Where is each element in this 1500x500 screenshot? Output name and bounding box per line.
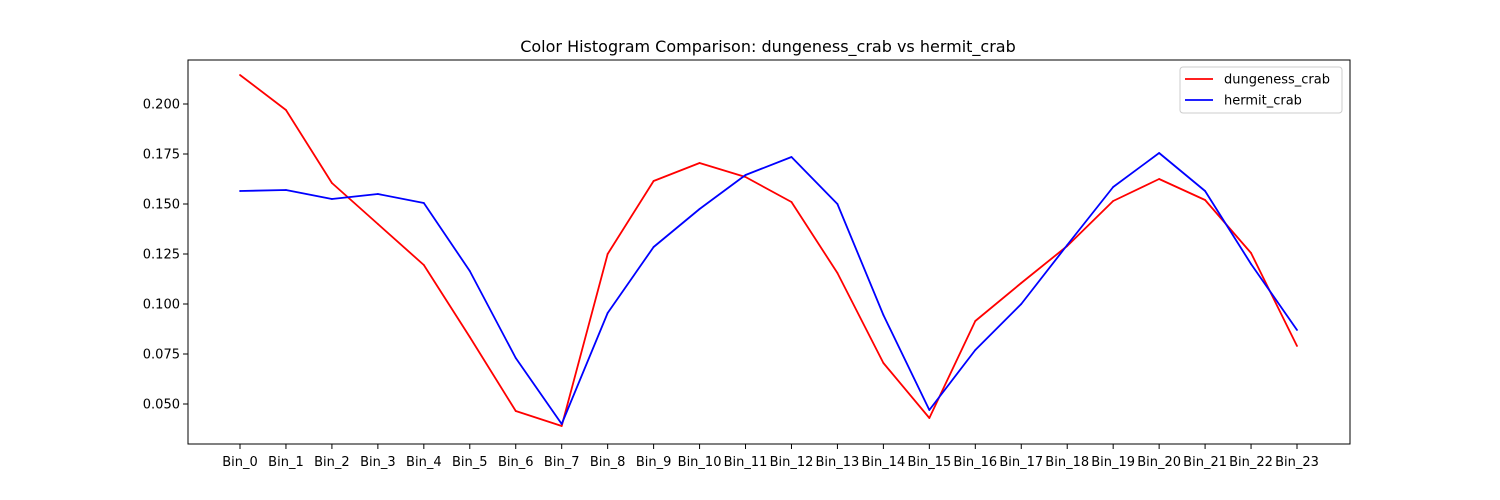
data-point: [422, 264, 425, 266]
data-point: [1296, 329, 1298, 331]
data-point: [790, 156, 793, 158]
x-tick-label: Bin_12: [770, 455, 814, 470]
plot-area-frame: [187, 59, 1351, 445]
x-tick-label: Bin_21: [1183, 455, 1227, 470]
data-point: [744, 176, 747, 178]
data-point: [1066, 244, 1069, 246]
x-tick-label: Bin_2: [314, 455, 350, 470]
data-point: [1112, 200, 1115, 202]
x-tick-label: Bin_4: [406, 455, 442, 470]
data-point: [331, 182, 333, 184]
data-point: [882, 362, 885, 364]
data-point: [560, 423, 563, 425]
data-point: [928, 409, 931, 411]
x-tick-label: Bin_10: [678, 455, 722, 470]
data-point: [1250, 252, 1252, 254]
x-tick-label: Bin_23: [1275, 455, 1319, 470]
data-point: [652, 180, 655, 182]
y-tick-label: 0.050: [143, 398, 180, 413]
data-point: [376, 193, 379, 195]
y-tick-label: 0.175: [143, 148, 180, 163]
data-point: [882, 314, 885, 316]
data-point: [560, 425, 563, 427]
x-tick-label: Bin_13: [816, 455, 860, 470]
data-point: [331, 198, 333, 200]
legend-box: [1179, 66, 1343, 114]
data-point: [974, 320, 977, 322]
x-tick-label: Bin_14: [861, 455, 905, 470]
x-tick-label: Bin_8: [590, 455, 626, 470]
data-point: [239, 74, 241, 76]
x-tick-label: Bin_1: [268, 455, 304, 470]
series-layer: [239, 74, 1298, 427]
data-point: [1204, 199, 1206, 201]
data-point: [514, 410, 517, 412]
data-point: [744, 174, 747, 176]
x-tick-label: Bin_0: [222, 455, 258, 470]
series-hermit_crab: [239, 152, 1298, 425]
data-point: [1158, 152, 1161, 154]
data-point: [698, 162, 701, 164]
data-point: [514, 357, 517, 359]
chart-title: Color Histogram Comparison: dungeness_cr…: [520, 37, 1016, 57]
data-point: [652, 246, 655, 248]
series-dungeness_crab: [239, 74, 1298, 427]
data-point: [1020, 303, 1023, 305]
data-point: [836, 272, 839, 274]
data-point: [698, 208, 701, 210]
legend-label-dungeness_crab: dungeness_crab: [1224, 73, 1330, 88]
data-point: [1250, 263, 1252, 265]
y-tick-label: 0.150: [143, 198, 180, 213]
x-tick-label: Bin_17: [999, 455, 1043, 470]
data-point: [285, 109, 287, 111]
data-point: [790, 201, 793, 203]
x-tick-label: Bin_22: [1229, 455, 1273, 470]
x-tick-label: Bin_3: [360, 455, 396, 470]
series-line-dungeness_crab: [239, 74, 1298, 427]
x-tick-label: Bin_6: [498, 455, 534, 470]
y-axis: 0.050 0.075 0.100 0.125 0.150 0.175 0.200: [143, 98, 188, 413]
data-point: [285, 189, 287, 191]
data-point: [468, 270, 471, 272]
data-point: [1204, 190, 1206, 192]
data-point: [422, 202, 425, 204]
series-line-hermit_crab: [239, 152, 1298, 425]
y-tick-label: 0.200: [143, 98, 180, 113]
data-point: [239, 190, 241, 192]
data-point: [1020, 282, 1023, 284]
data-point: [606, 253, 609, 255]
data-point: [606, 312, 609, 314]
x-tick-label: Bin_18: [1045, 455, 1089, 470]
data-point: [974, 349, 977, 351]
data-point: [1158, 178, 1161, 180]
x-axis: Bin_0 Bin_1 Bin_2 Bin_3 Bin_4 Bin_5 Bin_6 Bin_7…: [222, 444, 1319, 470]
x-tick-label: Bin_9: [636, 455, 672, 470]
data-point: [468, 336, 471, 338]
data-point: [1296, 345, 1298, 347]
x-tick-label: Bin_11: [724, 455, 768, 470]
data-point: [1112, 186, 1115, 188]
x-tick-label: Bin_15: [907, 455, 951, 470]
data-point: [836, 203, 839, 205]
legend-label-hermit_crab: hermit_crab: [1224, 94, 1302, 109]
x-tick-label: Bin_7: [544, 455, 580, 470]
x-tick-label: Bin_16: [953, 455, 997, 470]
legend: dungeness_crab hermit_crab: [1179, 66, 1343, 114]
data-point: [928, 417, 931, 419]
y-tick-label: 0.075: [143, 348, 180, 363]
x-tick-label: Bin_19: [1091, 455, 1135, 470]
x-tick-label: Bin_5: [452, 455, 488, 470]
x-tick-label: Bin_20: [1137, 455, 1181, 470]
data-point: [376, 223, 379, 225]
y-tick-label: 0.100: [143, 298, 180, 313]
y-tick-label: 0.125: [143, 248, 180, 263]
